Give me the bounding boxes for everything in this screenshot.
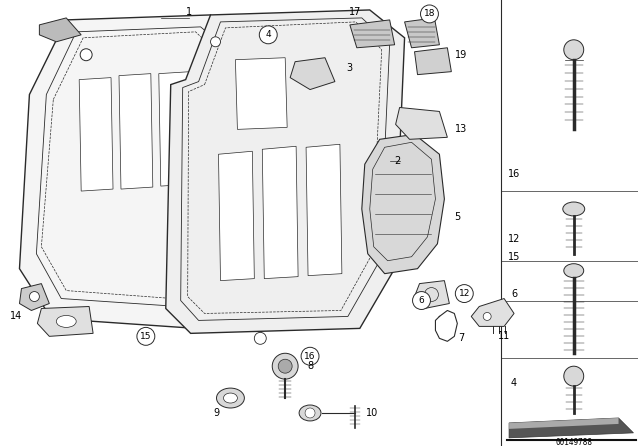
Polygon shape: [509, 418, 634, 438]
Circle shape: [455, 284, 473, 302]
Ellipse shape: [223, 393, 237, 403]
Text: 3: 3: [347, 63, 353, 73]
Circle shape: [254, 332, 266, 345]
Polygon shape: [166, 10, 404, 333]
Polygon shape: [362, 134, 444, 274]
Text: 1: 1: [186, 7, 192, 17]
Circle shape: [564, 366, 584, 386]
Circle shape: [301, 347, 319, 365]
Polygon shape: [306, 144, 342, 276]
Circle shape: [278, 359, 292, 373]
Polygon shape: [415, 48, 451, 75]
Circle shape: [420, 5, 438, 23]
Circle shape: [483, 312, 491, 320]
Text: 14: 14: [10, 311, 22, 322]
Polygon shape: [218, 151, 254, 280]
Text: 18: 18: [424, 9, 435, 18]
Text: 6: 6: [419, 296, 424, 305]
Text: 12: 12: [459, 289, 470, 298]
Polygon shape: [37, 306, 93, 336]
Text: 16: 16: [508, 169, 520, 179]
Circle shape: [259, 26, 277, 44]
Circle shape: [272, 353, 298, 379]
Polygon shape: [79, 78, 113, 191]
Text: 4: 4: [511, 378, 517, 388]
Polygon shape: [404, 18, 440, 48]
Polygon shape: [471, 298, 514, 327]
Polygon shape: [290, 58, 335, 90]
Text: 15: 15: [508, 252, 520, 262]
Polygon shape: [262, 146, 298, 279]
Text: 10: 10: [365, 408, 378, 418]
Polygon shape: [236, 58, 287, 129]
Ellipse shape: [564, 264, 584, 278]
Ellipse shape: [216, 388, 244, 408]
Polygon shape: [415, 280, 449, 309]
Text: 00149788: 00149788: [556, 438, 592, 447]
Text: 17: 17: [349, 7, 361, 17]
Circle shape: [137, 327, 155, 345]
Polygon shape: [509, 418, 618, 429]
Text: 11: 11: [498, 332, 510, 341]
Text: 6: 6: [511, 289, 517, 298]
Polygon shape: [19, 284, 49, 310]
Polygon shape: [119, 73, 153, 189]
Circle shape: [29, 292, 40, 302]
Text: 19: 19: [455, 50, 467, 60]
Circle shape: [564, 40, 584, 60]
Text: 15: 15: [140, 332, 152, 341]
Polygon shape: [159, 72, 193, 186]
Text: 9: 9: [214, 408, 220, 418]
Ellipse shape: [56, 315, 76, 327]
Ellipse shape: [563, 202, 585, 216]
Text: 12: 12: [508, 234, 520, 244]
Circle shape: [211, 37, 221, 47]
Polygon shape: [396, 108, 447, 139]
Polygon shape: [350, 20, 395, 48]
Ellipse shape: [299, 405, 321, 421]
Text: 5: 5: [454, 212, 460, 222]
Text: 8: 8: [307, 361, 313, 371]
Polygon shape: [19, 15, 250, 328]
Text: 13: 13: [455, 125, 467, 134]
Circle shape: [80, 49, 92, 60]
Text: 4: 4: [266, 30, 271, 39]
Text: 7: 7: [458, 333, 465, 343]
Text: 2: 2: [394, 156, 401, 166]
Circle shape: [305, 408, 315, 418]
Polygon shape: [40, 18, 81, 42]
Text: 16: 16: [304, 352, 316, 361]
Circle shape: [413, 292, 431, 310]
